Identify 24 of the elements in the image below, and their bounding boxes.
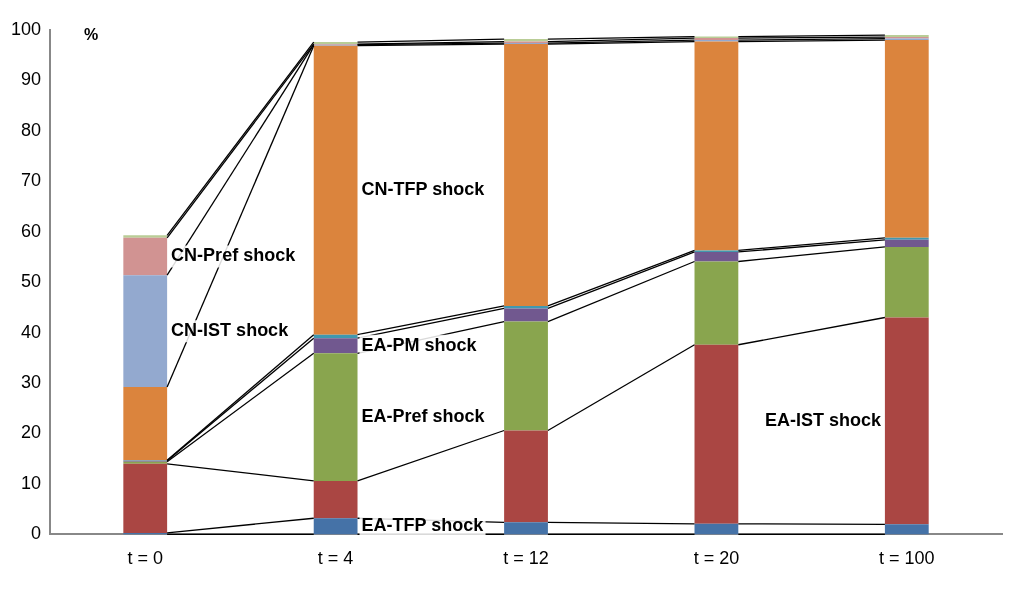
x-tick-label: t = 20 (693, 548, 740, 569)
x-tick-label: t = 4 (317, 548, 354, 569)
y-tick-label: 70 (21, 170, 42, 191)
series-label: CN-IST shock (171, 320, 290, 341)
y-tick-label: 20 (21, 422, 42, 443)
series-label: CN-TFP shock (361, 179, 486, 200)
y-tick-label: 90 (21, 69, 42, 90)
y-tick-label: 0 (31, 523, 42, 544)
y-tick-label: 40 (21, 321, 42, 342)
x-tick-label: t = 100 (879, 548, 935, 569)
series-label: EA-IST shock (764, 409, 882, 430)
y-axis-title: % (84, 26, 99, 44)
y-tick-label: 80 (21, 119, 42, 140)
series-label: EA-TFP shock (361, 515, 485, 536)
y-tick-label: 30 (21, 372, 42, 393)
x-tick-label: t = 12 (503, 548, 549, 569)
y-tick-label: 60 (21, 220, 42, 241)
y-tick-label: 50 (21, 271, 42, 292)
y-tick-label: 100 (10, 18, 42, 39)
x-tick-label: t = 0 (127, 548, 163, 569)
series-label: CN-Pref shock (171, 245, 297, 266)
series-label: EA-PM shock (361, 334, 478, 355)
series-label: EA-Pref shock (361, 406, 486, 427)
y-tick-label: 10 (21, 472, 42, 493)
